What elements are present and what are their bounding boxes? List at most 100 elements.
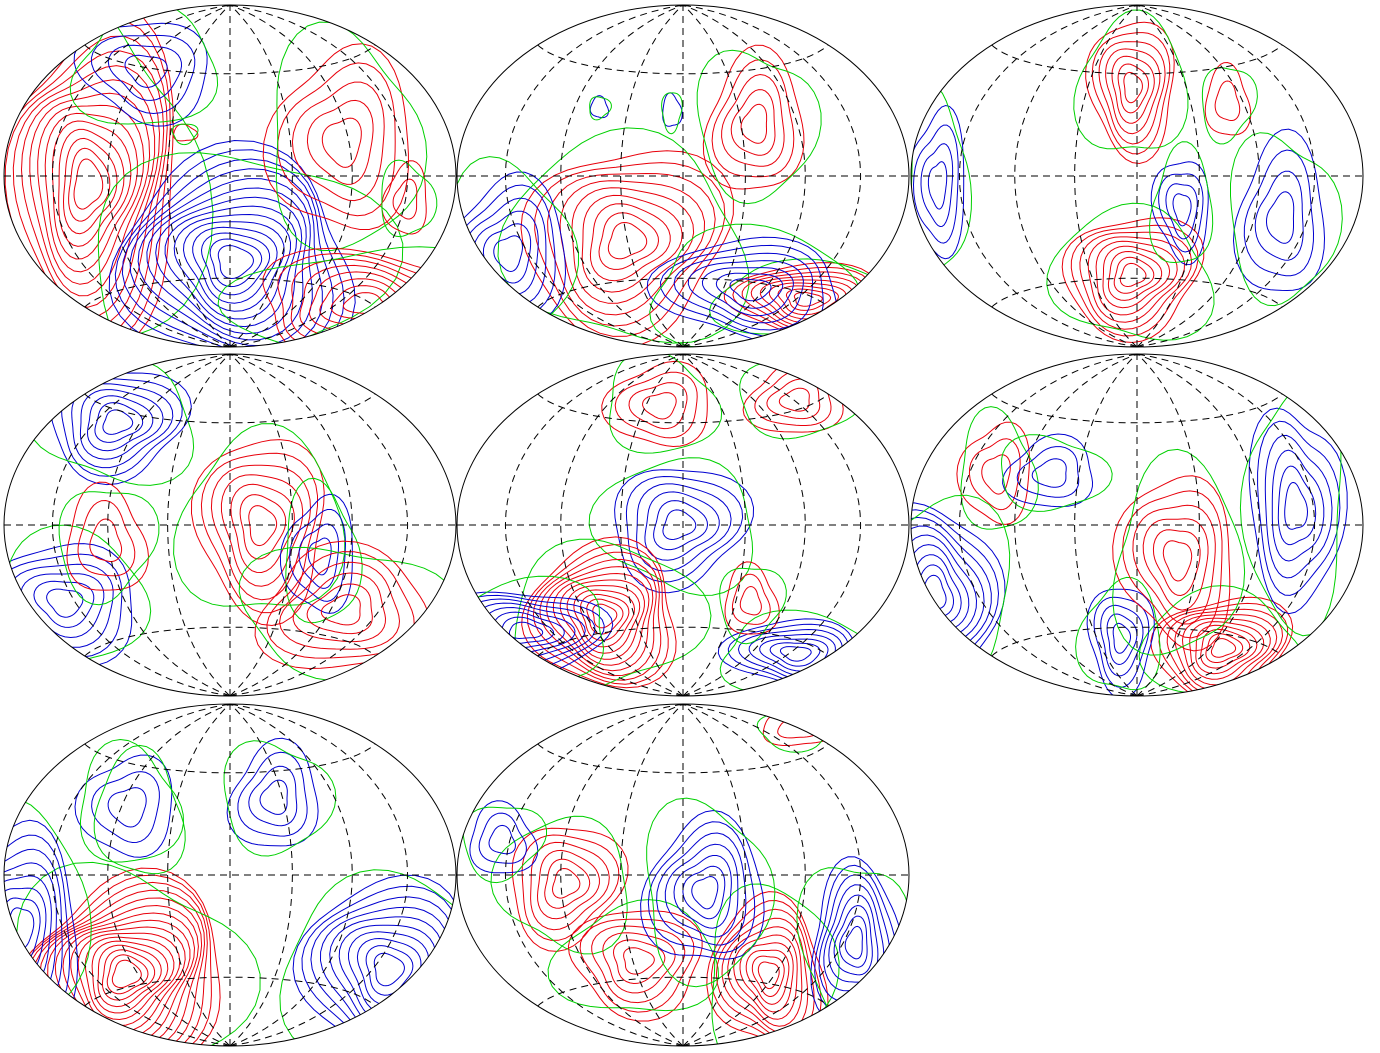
map-boundary	[910, 353, 1364, 697]
map-boundary	[3, 703, 457, 1047]
contour	[673, 855, 732, 929]
contour	[4, 35, 168, 336]
zero-contour	[69, 5, 219, 125]
contour	[111, 959, 142, 989]
contour	[547, 172, 716, 327]
contour	[833, 904, 873, 976]
contour	[592, 603, 618, 629]
contour	[279, 493, 353, 614]
contour	[839, 915, 868, 968]
meridian-line	[560, 5, 684, 347]
contour	[457, 594, 605, 671]
contour	[544, 858, 591, 909]
contour	[911, 509, 1000, 679]
contour	[46, 588, 84, 618]
panel	[457, 704, 909, 1046]
contour	[920, 574, 947, 610]
panel	[4, 5, 456, 347]
contour	[192, 226, 278, 304]
contour	[1113, 256, 1155, 294]
contour	[124, 54, 168, 88]
contour	[137, 178, 313, 347]
contour	[968, 438, 1021, 511]
contour	[644, 491, 720, 561]
contour	[338, 924, 437, 1025]
contour	[259, 779, 288, 815]
zero-contour	[911, 84, 973, 272]
contour	[526, 543, 669, 685]
contour	[1095, 240, 1178, 316]
contour	[647, 821, 756, 954]
contour	[457, 184, 556, 315]
contour	[155, 196, 303, 335]
contour	[1254, 170, 1304, 261]
contour	[520, 150, 734, 347]
meridian-line	[167, 704, 231, 1046]
contour	[172, 123, 199, 142]
contour	[508, 621, 544, 640]
contour	[740, 103, 768, 144]
contour	[715, 272, 784, 309]
contour	[567, 910, 703, 1022]
contour	[530, 841, 610, 931]
meridian-line	[682, 5, 806, 347]
contour	[706, 891, 829, 1046]
meridian-line	[682, 704, 806, 1046]
contour	[1102, 245, 1171, 309]
contour	[1061, 217, 1205, 344]
map-boundary	[456, 353, 910, 697]
latitude-line	[84, 626, 376, 657]
meridian-line	[958, 354, 1138, 696]
latitude-line	[84, 393, 376, 424]
latitude-line	[991, 626, 1283, 657]
contour	[29, 92, 151, 297]
latitude-line	[537, 976, 829, 1007]
latitude-line	[84, 976, 376, 1007]
contour	[1112, 475, 1231, 652]
contour	[381, 160, 427, 235]
contour	[911, 544, 970, 635]
contour	[1165, 183, 1198, 240]
contour	[321, 117, 362, 168]
contour	[301, 885, 456, 1046]
contour	[292, 572, 387, 643]
contour	[51, 120, 132, 260]
meridian-line	[229, 704, 353, 1046]
zero-contour	[696, 49, 822, 205]
map-boundary	[910, 4, 1364, 348]
meridian-line	[1136, 5, 1260, 347]
zero-contour	[646, 797, 776, 988]
contour	[779, 646, 812, 662]
latitude-line	[537, 626, 829, 657]
zero-contour	[1230, 132, 1343, 307]
contour	[1172, 193, 1192, 227]
meridian-line	[51, 5, 231, 347]
meridian-line	[1136, 354, 1260, 696]
contour	[91, 771, 160, 844]
meridian-line	[229, 354, 353, 696]
zero-contour	[589, 96, 612, 121]
contour	[532, 551, 662, 681]
contour	[589, 203, 671, 282]
contour	[209, 238, 263, 288]
contour	[521, 834, 620, 941]
meridian-line	[107, 5, 231, 347]
contour	[1016, 446, 1080, 498]
contour	[54, 912, 196, 1044]
contour	[77, 499, 136, 577]
contour	[1111, 55, 1155, 124]
meridian-line	[1014, 5, 1138, 347]
contour	[1106, 613, 1138, 666]
contour	[1162, 540, 1193, 582]
latitude-line	[84, 44, 376, 75]
zero-contour	[514, 538, 712, 693]
contour	[598, 212, 660, 270]
contour	[981, 454, 1011, 495]
contour	[277, 62, 396, 217]
contour	[536, 849, 600, 920]
contour	[173, 213, 292, 320]
meridian-line	[229, 5, 353, 347]
contour	[50, 372, 192, 486]
contour	[262, 43, 410, 230]
contour	[319, 906, 450, 1043]
